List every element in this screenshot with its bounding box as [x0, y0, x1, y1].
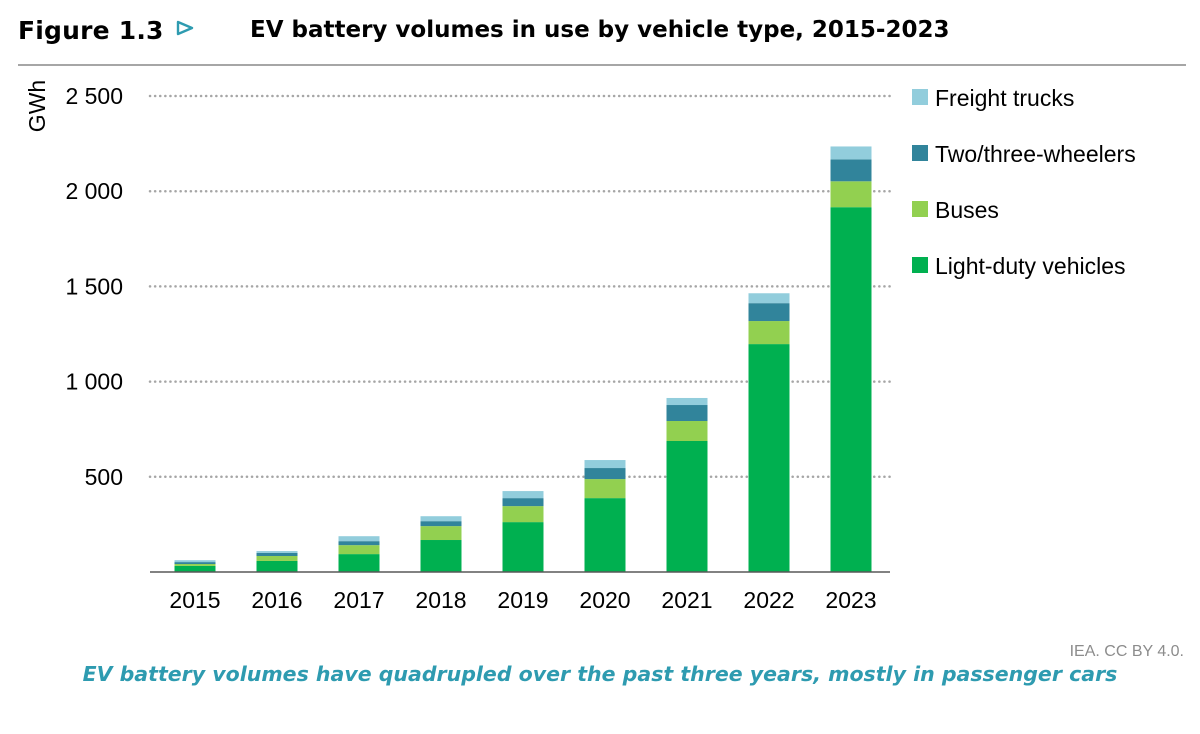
- source-attribution: IEA. CC BY 4.0.: [1069, 643, 1184, 660]
- figure-title: EV battery volumes in use by vehicle typ…: [250, 17, 950, 43]
- y-tick-label: 2 500: [65, 83, 123, 109]
- bar-stack-2022: [748, 293, 790, 572]
- bar-segment-buses: [830, 181, 872, 208]
- y-tick-label: 1 500: [65, 273, 123, 299]
- bar-segment-two-three-wheelers: [666, 405, 708, 422]
- legend-item: Buses: [912, 197, 999, 223]
- x-tick-label: 2015: [169, 587, 220, 613]
- legend-item: Light-duty vehicles: [912, 253, 1126, 279]
- bar-segment-freight-trucks: [666, 397, 708, 406]
- x-axis-ticks: 2015 2016 2017 2018 2019 2020 2021 2022 2023: [169, 587, 876, 613]
- bar-stack-2016: [256, 551, 298, 572]
- x-tick-label: 2019: [497, 587, 548, 613]
- bar-segment-buses: [502, 506, 544, 523]
- bar-segment-two-three-wheelers: [830, 159, 872, 182]
- bar-segment-buses: [584, 479, 626, 499]
- bar-segment-light-duty-vehicles: [830, 207, 872, 572]
- bar-segment-buses: [256, 556, 298, 561]
- legend-swatch: [912, 89, 928, 105]
- y-tick-label: 500: [85, 464, 123, 490]
- figure-label: Figure 1.3: [18, 15, 164, 45]
- bar-segment-buses: [666, 421, 708, 442]
- bar-segment-two-three-wheelers: [256, 552, 298, 557]
- bars: [174, 146, 872, 572]
- legend-label: Two/three-wheelers: [935, 141, 1136, 167]
- bar-stack-2021: [666, 397, 708, 572]
- bar-segment-light-duty-vehicles: [502, 522, 544, 572]
- x-tick-label: 2021: [661, 587, 712, 613]
- legend-item: Freight trucks: [912, 85, 1074, 111]
- bar-segment-buses: [338, 545, 380, 555]
- legend-swatch: [912, 145, 928, 161]
- bar-stack-2020: [584, 460, 626, 572]
- bar-segment-two-three-wheelers: [174, 562, 216, 565]
- bar-segment-freight-trucks: [830, 146, 872, 160]
- bar-segment-light-duty-vehicles: [666, 441, 708, 572]
- bar-segment-light-duty-vehicles: [584, 498, 626, 572]
- y-axis-ticks: 500 1 000 1 500 2 000 2 500: [65, 83, 123, 490]
- legend-label: Freight trucks: [935, 85, 1074, 111]
- bar-stack-2023: [830, 146, 872, 572]
- y-tick-label: 1 000: [65, 369, 123, 395]
- bar-stack-2019: [502, 491, 544, 572]
- x-tick-label: 2018: [415, 587, 466, 613]
- figure-caption: EV battery volumes have quadrupled over …: [82, 662, 1118, 686]
- bar-segment-light-duty-vehicles: [174, 565, 216, 572]
- x-tick-label: 2020: [579, 587, 630, 613]
- bar-segment-buses: [748, 321, 790, 345]
- legend-swatch: [912, 257, 928, 273]
- bar-segment-freight-trucks: [420, 516, 462, 522]
- y-tick-label: 2 000: [65, 178, 123, 204]
- bar-segment-light-duty-vehicles: [338, 554, 380, 572]
- bar-segment-two-three-wheelers: [748, 303, 790, 322]
- header-divider: [18, 64, 1186, 66]
- triangle-right-icon: [176, 20, 194, 41]
- bar-segment-light-duty-vehicles: [256, 560, 298, 572]
- legend-label: Light-duty vehicles: [935, 253, 1126, 279]
- bar-segment-buses: [420, 526, 462, 541]
- bar-segment-two-three-wheelers: [420, 521, 462, 527]
- figure-header: Figure 1.3 EV battery volumes in use by …: [18, 10, 1188, 50]
- bar-segment-freight-trucks: [584, 460, 626, 469]
- x-tick-label: 2017: [333, 587, 384, 613]
- x-tick-label: 2022: [743, 587, 794, 613]
- bar-segment-freight-trucks: [748, 293, 790, 304]
- legend-item: Two/three-wheelers: [912, 141, 1136, 167]
- legend-swatch: [912, 201, 928, 217]
- legend-label: Buses: [935, 197, 999, 223]
- x-tick-label: 2023: [825, 587, 876, 613]
- bar-segment-two-three-wheelers: [338, 541, 380, 546]
- bar-stack-2017: [338, 536, 380, 572]
- y-axis-label: GWh: [24, 80, 50, 132]
- bar-stack-2015: [174, 560, 216, 572]
- legend: Freight trucks Two/three-wheelers Buses Lig…: [912, 85, 1136, 279]
- bar-segment-two-three-wheelers: [502, 498, 544, 507]
- bar-segment-freight-trucks: [502, 491, 544, 499]
- bar-segment-freight-trucks: [256, 551, 298, 553]
- x-tick-label: 2016: [251, 587, 302, 613]
- bar-segment-freight-trucks: [338, 536, 380, 542]
- bar-segment-two-three-wheelers: [584, 468, 626, 480]
- bar-segment-light-duty-vehicles: [420, 540, 462, 572]
- bar-stack-2018: [420, 516, 462, 572]
- stacked-bar-chart: 500 1 000 1 500 2 000 2 500 GWh 2015 2016 2017…: [24, 80, 1136, 613]
- bar-segment-light-duty-vehicles: [748, 344, 790, 572]
- bar-segment-freight-trucks: [174, 560, 216, 563]
- bar-segment-buses: [174, 564, 216, 566]
